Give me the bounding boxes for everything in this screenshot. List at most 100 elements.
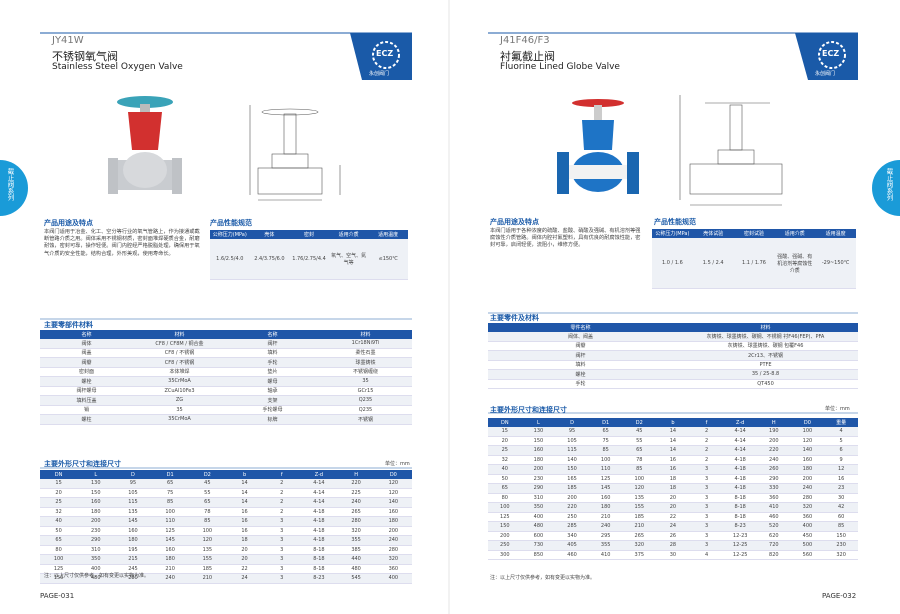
row: 25 160 115 85 65 14 2 4-14 240 140: [40, 497, 412, 508]
row: 填料压盖 ZG 支架 Q235: [40, 395, 412, 406]
cell: 85: [622, 464, 657, 475]
cell: 160: [374, 507, 412, 517]
cell: 30: [824, 493, 858, 503]
table: DN L D D1 D2 b f Z-d H D0 重量 15 130 95 65 45 14 2 4-14 190 1…: [488, 418, 858, 560]
note: 注：以上尺寸仅供参考，如有变更以实物为准。: [490, 575, 596, 581]
cell: 30: [656, 550, 690, 560]
cell: 320: [337, 526, 375, 536]
cell: 24: [656, 521, 690, 532]
cell: 145: [588, 483, 623, 494]
cell: 500: [790, 540, 825, 551]
cell: 55: [188, 488, 226, 498]
cell: 16: [656, 464, 690, 475]
cell: 360: [374, 564, 412, 574]
cell: 20: [40, 488, 78, 498]
cell: 210: [588, 512, 623, 522]
cell: 280: [114, 573, 152, 584]
cell: 245: [114, 564, 152, 574]
cell: 16: [225, 507, 264, 517]
cell: 195: [114, 545, 152, 555]
cell: 3: [689, 493, 724, 503]
cell: 135: [622, 493, 657, 503]
header-cell: D0: [790, 418, 825, 427]
cell: 155: [622, 502, 657, 513]
title-en: Stainless Steel Oxygen Valve: [52, 62, 183, 72]
cell: 265: [622, 531, 657, 541]
parts-table: 名称 材料 名称 材料 阀体 CF8 / CF8M / 铜合金 阀杆 1Cr18Ni9Ti 阀盖…: [40, 330, 412, 425]
cell: 95: [555, 427, 589, 437]
cell: 190: [757, 427, 791, 437]
cell: CF8 / 不锈钢: [133, 357, 226, 368]
header-cell: 公称压力(MPa): [652, 229, 693, 238]
cell: 160: [521, 445, 556, 456]
cell: 球墨铸铁: [319, 357, 412, 368]
cell: 阀瓣: [40, 357, 133, 368]
cell: 100: [622, 474, 657, 484]
row: 100 350 215 180 155 20 3 8-18 440 320: [40, 554, 412, 565]
row: 1.6/2.5/4.0 2.4/3.75/6.0 1.76/2.75/4.4 氧气、空…: [210, 239, 408, 280]
cell: 210: [151, 564, 189, 574]
cell: 3: [689, 521, 724, 532]
cell: 4-18: [300, 535, 338, 546]
heading: 主要外形尺寸和连接尺寸: [44, 460, 121, 468]
cell: 150: [488, 521, 522, 532]
cell: 100: [188, 526, 226, 536]
cell: 4-18: [723, 455, 757, 465]
cell: 85: [588, 445, 623, 456]
cell: 185: [555, 483, 589, 494]
cell: 24: [225, 573, 264, 584]
cell: 110: [151, 516, 189, 527]
cell: 1.0 / 1.6: [652, 238, 693, 289]
header-cell: D1: [151, 470, 189, 479]
cell: 2: [263, 507, 301, 517]
cell: 300: [488, 550, 522, 560]
row: 20 150 105 75 55 14 2 4-14 225 120: [40, 488, 412, 498]
header-row: 名称 材料 名称 材料: [40, 330, 412, 339]
cell: 140: [374, 497, 412, 508]
table: 零件名称 材料 阀体、阀盖 灰铸铁、球墨铸铁、碳钢、不锈钢 衬F46(FEP)、PFA…: [488, 323, 858, 389]
heading: 主要零件及材料: [490, 314, 539, 322]
header-cell: 材料: [673, 323, 858, 332]
cell: 8-18: [723, 502, 757, 513]
cell: 480: [337, 564, 375, 574]
cell: 2: [263, 479, 301, 489]
header-cell: 适用温度: [368, 230, 408, 239]
cell: 820: [757, 550, 791, 560]
cell: ZG: [133, 395, 226, 406]
table: 名称 材料 名称 材料 阀体 CF8 / CF8M / 铜合金 阀杆 1Cr18Ni9Ti 阀盖…: [40, 330, 412, 425]
cell: 1.76/2.75/4.4: [289, 239, 329, 280]
cell: 42: [824, 502, 858, 513]
cell: 填料: [226, 348, 319, 358]
cell: 120: [374, 488, 412, 498]
cell: 14: [656, 427, 690, 437]
cell: 20: [656, 493, 690, 503]
cell: 150: [521, 436, 556, 446]
cell: 405: [555, 540, 589, 551]
cell: 100: [488, 502, 522, 513]
cell: 45: [622, 427, 657, 437]
cell: 18: [656, 483, 690, 494]
cell: 3: [263, 545, 301, 555]
cell: 9: [824, 455, 858, 465]
title-cn: 衬氟截止阀: [500, 50, 555, 63]
cell: 85: [151, 497, 189, 508]
cell: 265: [337, 507, 375, 517]
cell: 8-18: [723, 493, 757, 503]
cell: 75: [151, 488, 189, 498]
cell: 阀盖: [40, 348, 133, 358]
header-cell: b: [225, 470, 264, 479]
header-cell: H: [757, 418, 791, 427]
header-cell: 公称压力(MPa): [210, 230, 250, 239]
table: DN L D D1 D2 b f Z-d H D0 15 130 95 65 45 14 2 4-14 220 120…: [40, 470, 412, 584]
cell: 560: [790, 550, 825, 560]
cell: 螺栓: [40, 376, 133, 387]
cell: 145: [151, 535, 189, 546]
cell: 26: [656, 531, 690, 541]
row: 32 180 135 100 78 16 2 4-18 265 160: [40, 507, 412, 517]
cell: 180: [374, 516, 412, 527]
cell: Q235: [319, 405, 412, 415]
cell: 3: [263, 535, 301, 546]
cell: 20: [225, 554, 264, 565]
cell: 65: [40, 535, 78, 546]
